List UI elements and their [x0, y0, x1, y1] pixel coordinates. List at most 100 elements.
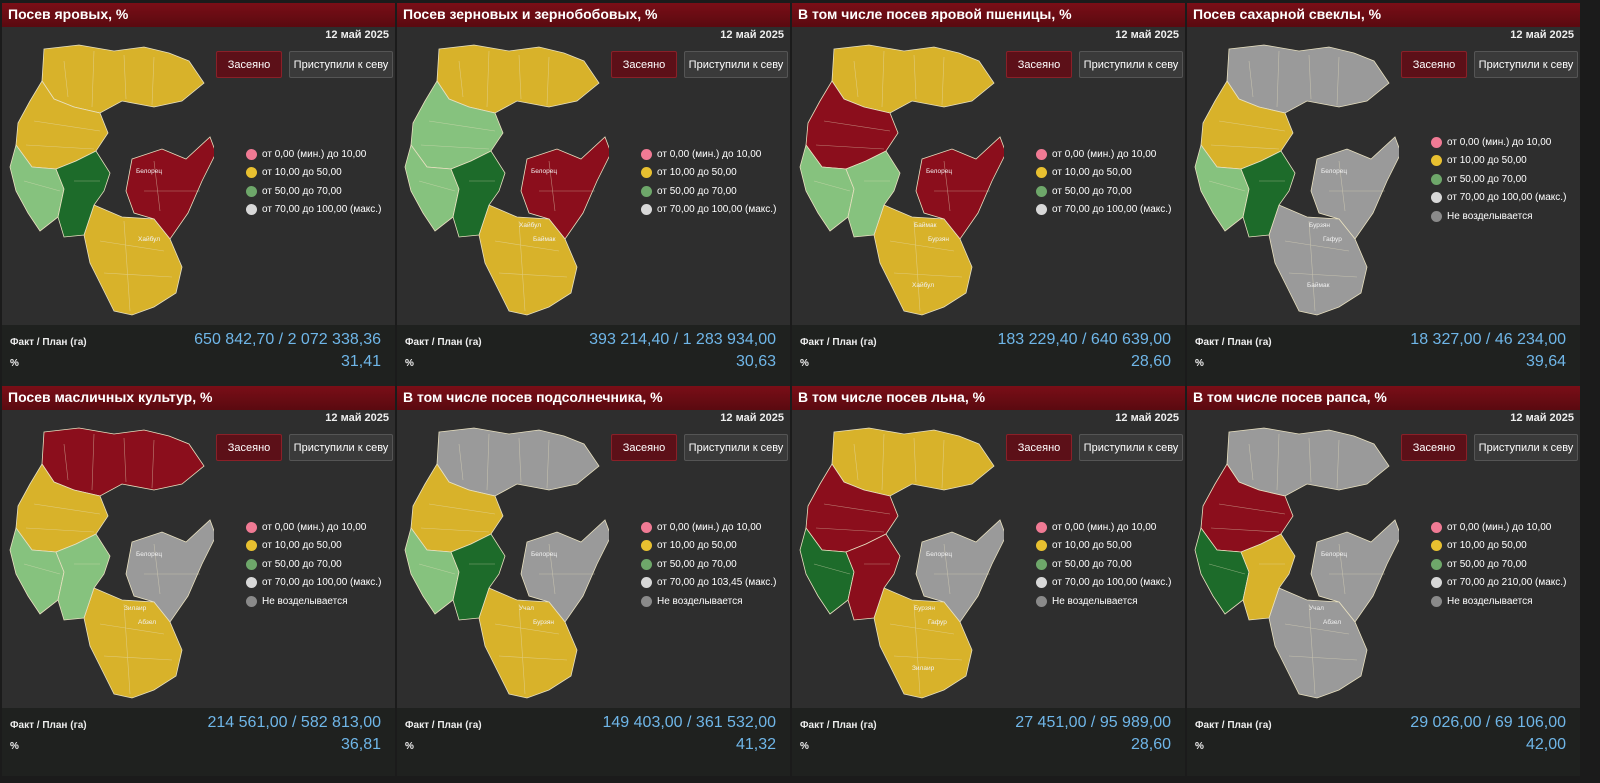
- map-region-west[interactable]: [9, 527, 65, 615]
- panel-title: Посев яровых, %: [2, 3, 395, 27]
- stats-block: Факт / План (га) % 27 451,00 / 95 989,00…: [792, 708, 1185, 776]
- started-sowing-button[interactable]: Приступили к севу: [289, 51, 393, 78]
- map-region-east[interactable]: [915, 519, 1004, 623]
- started-sowing-button[interactable]: Приступили к севу: [1474, 434, 1578, 461]
- region-map[interactable]: Белорец Абзел Учал: [1189, 424, 1399, 704]
- map-label: Учал: [519, 605, 534, 612]
- map-region-center[interactable]: [1240, 150, 1296, 238]
- legend-label: от 10,00 до 50,00: [262, 540, 342, 552]
- map-region-south[interactable]: [478, 587, 578, 699]
- legend-dot-icon: [1431, 558, 1442, 570]
- map-region-center[interactable]: [450, 150, 506, 238]
- map-region-south[interactable]: [1268, 587, 1368, 699]
- legend-dot-icon: [1431, 540, 1442, 552]
- region-map[interactable]: Белорец Бурзян Учал: [399, 424, 609, 704]
- fact-plan-value: 29 026,00 / 69 106,00: [1410, 714, 1566, 731]
- region-map[interactable]: Белорец Абзел Зилаир: [4, 424, 214, 704]
- map-region-east[interactable]: [1310, 519, 1399, 623]
- percent-label: %: [405, 741, 414, 752]
- fact-plan-label: Факт / План (га): [10, 720, 87, 731]
- map-region-west[interactable]: [404, 144, 460, 232]
- stats-block: Факт / План (га) % 18 327,00 / 46 234,00…: [1187, 325, 1580, 393]
- map-region-center[interactable]: [845, 150, 901, 238]
- map-region-east[interactable]: [125, 519, 214, 623]
- started-sowing-button[interactable]: Приступили к севу: [1079, 434, 1183, 461]
- map-region-west[interactable]: [1194, 527, 1250, 615]
- map-panel-1: Посев яровых, % 12 май 2025 Белорец Хайбу…: [2, 3, 395, 393]
- legend-dot-icon: [246, 540, 257, 552]
- map-region-south[interactable]: [478, 204, 578, 316]
- fact-plan-value: 149 403,00 / 361 532,00: [602, 714, 777, 731]
- legend-item: от 10,00 до 50,00: [1036, 537, 1171, 556]
- sown-button[interactable]: Засеяно: [216, 51, 282, 78]
- map-region-center[interactable]: [55, 533, 111, 621]
- region-map[interactable]: Белорец Баймак Хайбул: [399, 41, 609, 321]
- sown-button[interactable]: Засеяно: [1401, 51, 1467, 78]
- map-region-south[interactable]: [83, 587, 183, 699]
- legend-item: от 50,00 до 70,00: [1431, 555, 1566, 574]
- map-region-east[interactable]: [520, 136, 609, 240]
- sown-button[interactable]: Засеяно: [1401, 434, 1467, 461]
- map-region-west[interactable]: [9, 144, 65, 232]
- map-label: Белорец: [531, 168, 557, 175]
- started-sowing-button[interactable]: Приступили к севу: [1474, 51, 1578, 78]
- sown-button[interactable]: Засеяно: [1006, 51, 1072, 78]
- map-labels: Белорец Абзел Учал: [1309, 551, 1347, 626]
- fact-plan-label: Факт / План (га): [10, 337, 87, 348]
- map-region-east[interactable]: [1310, 136, 1399, 240]
- map-region-west[interactable]: [799, 527, 855, 615]
- map-region-south[interactable]: [83, 204, 183, 316]
- region-map[interactable]: Белорец Гафур Бурзян Зилаир: [794, 424, 1004, 704]
- map-region-west[interactable]: [799, 144, 855, 232]
- fact-plan-value: 214 561,00 / 582 813,00: [207, 714, 382, 731]
- map-region-east[interactable]: [915, 136, 1004, 240]
- started-sowing-button[interactable]: Приступили к севу: [684, 434, 788, 461]
- legend-item: от 10,00 до 50,00: [1431, 152, 1566, 171]
- panel-title: В том числе посев рапса, %: [1187, 386, 1580, 410]
- map-region-center[interactable]: [450, 533, 506, 621]
- legend-label: Не возделывается: [262, 595, 348, 607]
- started-sowing-button[interactable]: Приступили к севу: [1079, 51, 1183, 78]
- legend-label: от 0,00 (мин.) до 10,00: [657, 521, 762, 533]
- map-region-east[interactable]: [125, 136, 214, 240]
- legend-label: от 10,00 до 50,00: [1052, 167, 1132, 179]
- map-label: Белорец: [136, 168, 162, 175]
- percent-value: 41,32: [735, 736, 776, 753]
- map-region-east[interactable]: [520, 519, 609, 623]
- legend-label: от 10,00 до 50,00: [1052, 540, 1132, 552]
- legend-dot-icon: [641, 204, 652, 216]
- fact-plan-value: 650 842,70 / 2 072 338,36: [194, 331, 381, 348]
- sown-button[interactable]: Засеяно: [611, 51, 677, 78]
- percent-value: 39,64: [1525, 353, 1566, 370]
- map-labels: Белорец Абзел Зилаир: [124, 551, 162, 626]
- sown-button[interactable]: Засеяно: [611, 434, 677, 461]
- map-region-center[interactable]: [1240, 533, 1296, 621]
- legend-label: от 0,00 (мин.) до 10,00: [1052, 148, 1157, 160]
- map-region-center[interactable]: [55, 150, 111, 238]
- started-sowing-button[interactable]: Приступили к севу: [289, 434, 393, 461]
- map-labels: Белорец Баймак Хайбул: [519, 168, 557, 243]
- map-label: Хайбул: [138, 235, 160, 243]
- map-region-south[interactable]: [873, 587, 973, 699]
- legend-label: от 50,00 до 70,00: [657, 558, 737, 570]
- region-map[interactable]: Белорец Бурзян Баймак Хайбул: [794, 41, 1004, 321]
- legend-item: от 50,00 до 70,00: [246, 555, 381, 574]
- region-map[interactable]: Белорец Хайбул: [4, 41, 214, 321]
- panel-date: 12 май 2025: [1115, 29, 1179, 41]
- legend-item: от 10,00 до 50,00: [246, 164, 381, 183]
- map-label: Баймак: [533, 235, 556, 243]
- region-map[interactable]: Белорец Гафур Бурзян Баймак: [1189, 41, 1399, 321]
- map-region-south[interactable]: [1268, 204, 1368, 316]
- legend-dot-icon: [641, 521, 652, 533]
- legend-dot-icon: [1036, 577, 1047, 589]
- map-region-center[interactable]: [845, 533, 901, 621]
- map-region-west[interactable]: [1194, 144, 1250, 232]
- legend-item: от 0,00 (мин.) до 10,00: [641, 145, 776, 164]
- started-sowing-button[interactable]: Приступили к севу: [684, 51, 788, 78]
- legend-item: от 50,00 до 70,00: [1036, 555, 1171, 574]
- sown-button[interactable]: Засеяно: [1006, 434, 1072, 461]
- sown-button[interactable]: Засеяно: [216, 434, 282, 461]
- map-region-south[interactable]: [873, 204, 973, 316]
- map-region-west[interactable]: [404, 527, 460, 615]
- fact-plan-label: Факт / План (га): [405, 720, 482, 731]
